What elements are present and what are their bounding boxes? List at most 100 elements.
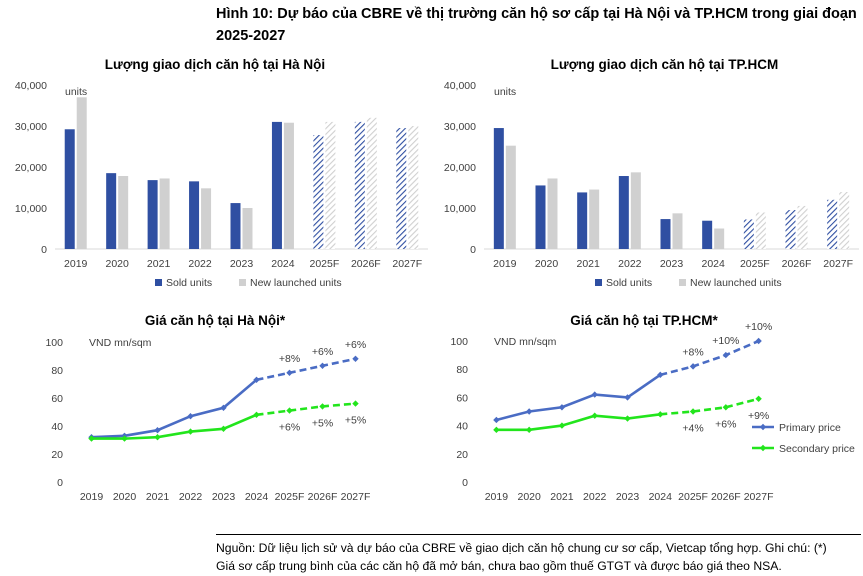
x-tick-label: 2020 (535, 258, 559, 270)
launched-units-bar-2026f (797, 205, 808, 249)
launched-units-bar-2021 (159, 178, 170, 249)
legend-label: New launched units (690, 277, 782, 289)
secondary-price-point-2022 (591, 412, 598, 419)
launched-units-bar-2026f (366, 117, 377, 249)
primary-price-point-2022 (187, 413, 194, 420)
primary-price-point-2025f (689, 363, 697, 370)
primary-price-point-2024 (253, 376, 260, 383)
chart-title: Giá căn hộ tại Hà Nội* (145, 313, 286, 328)
y-tick-label: 20,000 (15, 162, 47, 174)
source-line-2: Giá sơ cấp trung bình của các căn hộ đã … (216, 559, 782, 573)
y-tick-label: 10,000 (444, 203, 476, 215)
x-tick-label: 2022 (188, 258, 212, 270)
growth-annotation: +10% (745, 321, 772, 333)
line-chart-svg: Giá căn hộ tại Hà Nội* 0 20 40 60 80 100 VND mn… (45, 313, 370, 503)
legend-label: Secondary price (779, 443, 855, 455)
x-tick-label: 2023 (230, 258, 254, 270)
y-tick-label: 40 (51, 421, 63, 433)
secondary-price-line (496, 413, 661, 432)
y-tick-label: 80 (456, 364, 468, 376)
secondary-price-point-2027f (352, 400, 359, 407)
x-tick-label: 2020 (517, 491, 541, 503)
secondary-price-point-2023 (220, 425, 227, 432)
sold-units-bar-2027f (396, 128, 407, 249)
primary-price-line (91, 378, 258, 439)
x-tick-label: 2022 (583, 491, 607, 503)
growth-annotation: +6% (312, 346, 333, 358)
x-tick-label: 2020 (113, 491, 137, 503)
sold-units-bar-2019 (64, 129, 75, 249)
x-tick-label: 2026F (711, 491, 741, 503)
sold-units-bar-2023 (230, 203, 241, 249)
launched-units-bar-2023 (672, 213, 683, 249)
secondary-price-forecast-line (660, 397, 759, 416)
line-chart-svg: Giá căn hộ tại TP.HCM* 0 20 40 60 80 100 VND mn… (450, 313, 855, 503)
x-tick-label: 2024 (271, 258, 295, 270)
y-tick-label: 40 (456, 421, 468, 433)
secondary-price-point-2024 (657, 411, 664, 418)
sold-units-bar-2026f (785, 210, 796, 249)
primary-price-point-2026f (319, 362, 326, 369)
chart-title: Lượng giao dịch căn hộ tại TP.HCM (551, 57, 779, 72)
source-line-1: Nguồn: Dữ liệu lịch sử và dự báo của CBR… (216, 541, 827, 555)
y-tick-label: 20 (51, 449, 63, 461)
sold-units-bar-2027f (827, 199, 838, 249)
chart-title: Giá căn hộ tại TP.HCM* (570, 313, 718, 328)
launched-units-bar-2019 (505, 145, 516, 249)
sold-units-bar-2021 (147, 180, 158, 249)
secondary-price-line (91, 413, 258, 440)
unit-label: VND mn/sqm (89, 337, 152, 349)
x-tick-label: 2020 (105, 258, 129, 270)
x-tick-label: 2025F (678, 491, 708, 503)
launched-units-bar-2025f (755, 212, 766, 249)
x-tick-label: 2026F (351, 258, 381, 270)
x-tick-label: 2027F (823, 258, 853, 270)
secondary-price-point-2020 (525, 426, 533, 434)
x-tick-label: 2022 (179, 491, 203, 503)
secondary-price-point-2026f (319, 403, 326, 410)
x-tick-label: 2021 (146, 491, 170, 503)
y-tick-label: 0 (41, 244, 47, 256)
x-tick-label: 2026F (308, 491, 338, 503)
primary-price-point-2027f (755, 337, 762, 345)
launched-units-bar-2020 (118, 176, 129, 249)
x-tick-label: 2019 (64, 258, 88, 270)
launched-units-bar-2021 (589, 189, 600, 249)
bar-chart-svg: Lượng giao dịch căn hộ tại TP.HCM 0 10,000… (444, 57, 859, 289)
x-tick-label: 2024 (649, 491, 673, 503)
sold-units-bar-2020 (106, 173, 117, 249)
growth-annotation: +5% (345, 415, 366, 427)
hanoi-price-chart: Giá căn hộ tại Hà Nội* 0 20 40 60 80 100 VND mn… (0, 305, 430, 510)
unit-label: units (65, 86, 87, 98)
growth-annotation: +8% (279, 353, 300, 365)
primary-price-forecast-line (256, 357, 356, 382)
x-tick-label: 2027F (392, 258, 422, 270)
x-tick-label: 2026F (782, 258, 812, 270)
secondary-price-point-2025f (286, 407, 293, 414)
x-tick-label: 2019 (493, 258, 517, 270)
sold-units-bar-2022 (189, 181, 200, 249)
legend-label: New launched units (250, 277, 342, 289)
launched-units-bar-2022 (630, 172, 641, 249)
y-tick-label: 0 (57, 477, 63, 489)
y-tick-label: 40,000 (444, 80, 476, 92)
growth-annotation: +10% (712, 335, 739, 347)
launched-units-bar-2025f (325, 121, 336, 249)
unit-label: VND mn/sqm (494, 336, 557, 348)
secondary-price-point-2024 (253, 411, 260, 418)
growth-annotation: +6% (345, 339, 366, 351)
growth-annotation: +9% (748, 410, 769, 422)
sold-units-bar-2022 (618, 176, 629, 249)
x-tick-label: 2019 (485, 491, 509, 503)
legend-swatch-launched (239, 279, 246, 286)
launched-units-bar-2023 (242, 208, 253, 249)
primary-price-point-2021 (154, 427, 161, 434)
x-tick-label: 2021 (576, 258, 600, 270)
legend-swatch-sold (595, 279, 602, 286)
launched-units-bar-2024 (283, 122, 294, 249)
y-tick-label: 80 (51, 365, 63, 377)
x-tick-label: 2021 (147, 258, 171, 270)
legend-label: Sold units (166, 277, 212, 289)
sold-units-bar-2025f (313, 135, 324, 249)
sold-units-bar-2024 (271, 121, 282, 249)
